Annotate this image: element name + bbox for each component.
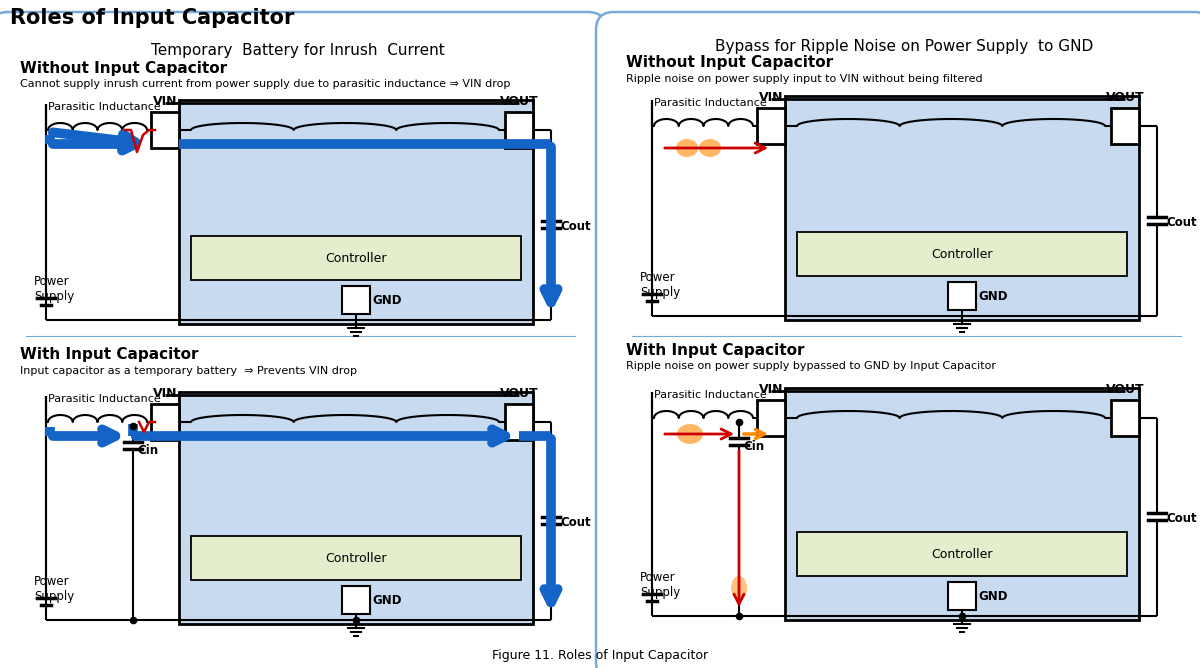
Text: Roles of Input Capacitor: Roles of Input Capacitor (10, 8, 294, 28)
Text: Controller: Controller (931, 248, 992, 261)
Text: With Input Capacitor: With Input Capacitor (626, 343, 804, 357)
Text: GND: GND (372, 593, 402, 607)
Bar (785, 96, 1139, 320)
Text: Ripple noise on power supply input to VIN without being filtered: Ripple noise on power supply input to VI… (626, 74, 983, 84)
FancyBboxPatch shape (0, 12, 606, 668)
Text: VOUT: VOUT (1105, 383, 1145, 396)
Text: GND: GND (372, 293, 402, 307)
Text: Parasitic Inductance: Parasitic Inductance (654, 98, 767, 108)
Text: Parasitic Inductance: Parasitic Inductance (654, 390, 767, 400)
Text: Power
Supply: Power Supply (34, 575, 74, 603)
Bar (757, 400, 785, 436)
Text: Controller: Controller (325, 552, 386, 564)
Bar (191, 236, 521, 280)
Text: VOUT: VOUT (499, 387, 539, 400)
Bar (342, 586, 370, 614)
Text: Power
Supply: Power Supply (640, 571, 680, 599)
Bar (948, 582, 976, 610)
Bar (948, 282, 976, 310)
Text: GND: GND (978, 289, 1008, 303)
Text: With Input Capacitor: With Input Capacitor (20, 347, 198, 363)
Text: Parasitic Inductance: Parasitic Inductance (48, 102, 161, 112)
Text: VOUT: VOUT (499, 95, 539, 108)
Text: Cin: Cin (137, 444, 158, 458)
Text: VIN: VIN (758, 383, 784, 396)
Text: Cin: Cin (743, 440, 764, 454)
Bar (505, 404, 533, 440)
Text: Temporary  Battery for Inrush  Current: Temporary Battery for Inrush Current (151, 43, 445, 57)
Text: VIN: VIN (758, 91, 784, 104)
Text: Without Input Capacitor: Without Input Capacitor (626, 55, 833, 71)
Bar (785, 388, 1139, 620)
Bar (179, 100, 533, 324)
Text: Power
Supply: Power Supply (640, 271, 680, 299)
Bar (151, 112, 179, 148)
Ellipse shape (731, 576, 746, 600)
Text: Input capacitor as a temporary battery  ⇒ Prevents VIN drop: Input capacitor as a temporary battery ⇒… (20, 366, 358, 376)
Text: GND: GND (978, 589, 1008, 603)
Text: Without Input Capacitor: Without Input Capacitor (20, 61, 227, 75)
Text: Cout: Cout (560, 516, 590, 530)
Text: Controller: Controller (325, 251, 386, 265)
Text: Bypass for Ripple Noise on Power Supply  to GND: Bypass for Ripple Noise on Power Supply … (715, 39, 1093, 53)
Text: Figure 11. Roles of Input Capacitor: Figure 11. Roles of Input Capacitor (492, 649, 708, 663)
Text: VIN: VIN (152, 387, 178, 400)
Text: Cout: Cout (1166, 512, 1196, 526)
Bar (797, 232, 1127, 276)
Bar (342, 286, 370, 314)
Ellipse shape (677, 424, 703, 444)
Bar (151, 404, 179, 440)
Text: Parasitic Inductance: Parasitic Inductance (48, 394, 161, 404)
Text: Cannot supply inrush current from power supply due to parasitic inductance ⇒ VIN: Cannot supply inrush current from power … (20, 79, 510, 89)
Bar (191, 536, 521, 580)
Text: Controller: Controller (931, 548, 992, 560)
Text: Cout: Cout (1166, 216, 1196, 230)
Text: VOUT: VOUT (1105, 91, 1145, 104)
Bar (757, 108, 785, 144)
Ellipse shape (676, 139, 698, 157)
Bar (505, 112, 533, 148)
Bar (797, 532, 1127, 576)
Bar (1111, 108, 1139, 144)
Text: Cout: Cout (560, 220, 590, 234)
Text: VIN: VIN (152, 95, 178, 108)
Text: Ripple noise on power supply bypassed to GND by Input Capacitor: Ripple noise on power supply bypassed to… (626, 361, 996, 371)
Bar (179, 392, 533, 624)
FancyBboxPatch shape (596, 12, 1200, 668)
Text: Power
Supply: Power Supply (34, 275, 74, 303)
Ellipse shape (698, 139, 721, 157)
Bar (1111, 400, 1139, 436)
